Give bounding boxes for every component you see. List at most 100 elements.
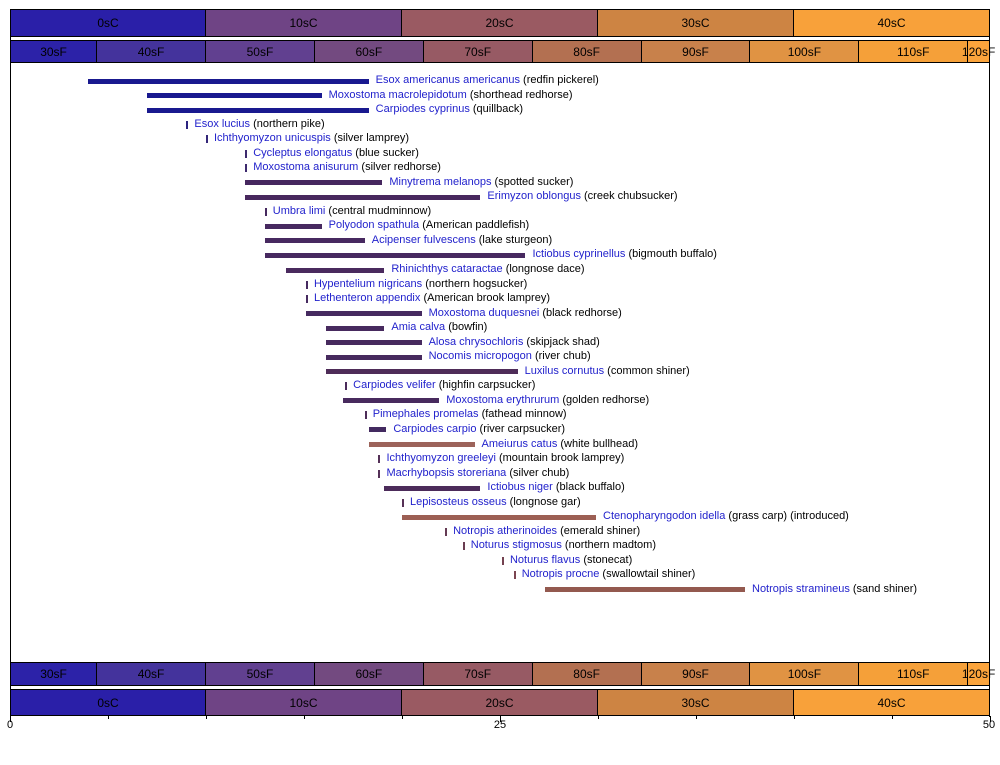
bottom-celsius-band-label: 0sC <box>97 695 119 710</box>
bottom-celsius-band-20sC: 20sC <box>401 689 598 716</box>
species-scientific-name: Esox americanus americanus <box>375 74 520 86</box>
species-label: Luxilus cornutus (common shiner) <box>525 365 690 378</box>
species-common-name: (northern hogsucker) <box>422 277 528 290</box>
bottom-celsius-band-0sC: 0sC <box>10 689 206 716</box>
temperature-point-marker <box>245 164 248 173</box>
species-label: Ctenopharyngodon idella (grass carp) (in… <box>603 510 849 523</box>
top-fahrenheit-band-label: 30sF <box>40 44 67 59</box>
temperature-point-marker <box>264 207 267 216</box>
top-celsius-band-label: 0sC <box>97 16 119 30</box>
species-label: Minytrema melanops (spotted sucker) <box>389 176 573 189</box>
top-fahrenheit-band-70sF: 70sF <box>422 40 533 63</box>
bottom-fahrenheit-band-label: 40sF <box>137 667 165 681</box>
bottom-fahrenheit-band-90sF: 90sF <box>640 662 751 686</box>
temperature-range-bar <box>343 398 440 404</box>
bottom-celsius-band-label: 20sC <box>485 695 514 710</box>
top-celsius-band-label: 40sC <box>877 16 906 30</box>
species-common-name: (black redhorse) <box>539 306 622 319</box>
bottom-celsius-band-40sC: 40sC <box>793 689 990 716</box>
species-label: Umbra limi (central mudminnow) <box>273 205 431 218</box>
top-fahrenheit-band-30sF: 30sF <box>10 40 98 63</box>
species-label: Pimephales promelas (fathead minnow) <box>373 408 567 421</box>
bottom-fahrenheit-band-50sF: 50sF <box>205 662 315 686</box>
species-scientific-name: Minytrema melanops <box>389 175 492 188</box>
species-label: Acipenser fulvescens (lake sturgeon) <box>372 234 552 247</box>
temperature-range-bar <box>147 93 322 99</box>
species-label: Moxostoma duquesnei (black redhorse) <box>429 307 622 320</box>
top-celsius-band-label: 30sC <box>681 16 710 30</box>
temperature-point-marker <box>364 411 367 420</box>
top-fahrenheit-band-90sF: 90sF <box>640 40 751 63</box>
top-fahrenheit-band-label: 110sF <box>897 44 930 59</box>
species-common-name: (river carpsucker) <box>476 422 566 435</box>
axis-major-tick <box>990 716 991 722</box>
species-common-name: (mountain brook lamprey) <box>495 452 625 465</box>
axis-minor-tick <box>794 716 795 719</box>
top-celsius-band-label: 20sC <box>485 16 514 30</box>
plot-left-border <box>10 9 11 717</box>
axis-minor-tick <box>696 716 697 719</box>
bottom-fahrenheit-band-100sF: 100sF <box>749 662 860 686</box>
species-common-name: (silver redhorse) <box>358 161 441 174</box>
species-label: Ictiobus niger (black buffalo) <box>487 481 624 494</box>
celsius-scale-bottom: 0sC 10sC 20sC 30sC 40sC <box>0 689 1000 716</box>
species-scientific-name: Ichthyomyzon greeleyi <box>386 452 496 465</box>
species-common-name: (silver chub) <box>506 466 570 479</box>
species-label: Notropis atherinoides (emerald shiner) <box>453 525 640 538</box>
top-celsius-band-10sC: 10sC <box>205 9 402 37</box>
bottom-celsius-band-label: 40sC <box>877 695 906 710</box>
species-common-name: (northern pike) <box>250 117 325 130</box>
temperature-range-bar <box>368 427 387 433</box>
bottom-fahrenheit-band-label: 110sF <box>897 667 930 681</box>
species-label: Esox americanus americanus (redfin picke… <box>376 74 599 87</box>
species-common-name: (redfin pickerel) <box>519 74 599 86</box>
species-scientific-name: Moxostoma anisurum <box>253 161 359 174</box>
top-fahrenheit-band-label: 90sF <box>682 44 709 59</box>
temperature-point-marker <box>378 455 381 464</box>
top-celsius-band-40sC: 40sC <box>793 9 990 37</box>
species-scientific-name: Moxostoma macrolepidotum <box>328 88 467 101</box>
species-label: Carpiodes velifer (highfin carpsucker) <box>353 379 535 392</box>
species-common-name: (black buffalo) <box>552 481 625 494</box>
fahrenheit-scale-top: 30sF 40sF 50sF 60sF 70sF 80sF 90sF 100sF 110sF 12… <box>0 40 1000 63</box>
species-common-name: (silver lamprey) <box>330 132 410 145</box>
bottom-fahrenheit-band-label: 120sF <box>961 667 996 681</box>
species-common-name: (emerald shiner) <box>557 524 641 537</box>
temperature-point-marker <box>305 280 308 289</box>
species-scientific-name: Ctenopharyngodon idella <box>603 510 726 523</box>
species-common-name: (skipjack shad) <box>523 335 600 348</box>
species-common-name: (swallowtail shiner) <box>599 568 696 581</box>
species-common-name: (highfin carpsucker) <box>435 379 536 392</box>
species-label: Alosa chrysochloris (skipjack shad) <box>429 336 600 349</box>
species-scientific-name: Ameiurus catus <box>481 437 558 450</box>
temperature-range-bar <box>88 78 369 84</box>
temperature-range-bar <box>245 194 481 200</box>
temperature-point-marker <box>402 498 404 507</box>
species-scientific-name: Lepisosteus osseus <box>410 495 507 508</box>
species-label: Amia calva (bowfin) <box>391 321 487 334</box>
species-label: Esox lucius (northern pike) <box>194 118 324 131</box>
species-scientific-name: Polyodon spathula <box>328 219 420 232</box>
species-common-name: (lake sturgeon) <box>475 233 553 246</box>
temperature-point-marker <box>186 120 189 129</box>
species-label: Noturus stigmosus (northern madtom) <box>471 539 656 552</box>
species-scientific-name: Nocomis micropogon <box>428 350 532 363</box>
species-common-name: (northern madtom) <box>561 539 656 552</box>
species-label: Noturus flavus (stonecat) <box>510 554 632 567</box>
species-scientific-name: Carpiodes cyprinus <box>375 103 470 116</box>
species-scientific-name: Notropis procne <box>521 568 600 581</box>
species-scientific-name: Acipenser fulvescens <box>371 233 476 246</box>
species-scientific-name: Ichthyomyzon unicuspis <box>214 132 331 145</box>
top-fahrenheit-band-120sF: 120sF <box>962 40 995 63</box>
temperature-point-marker <box>245 149 248 158</box>
top-fahrenheit-band-label: 70sF <box>464 44 492 59</box>
species-common-name: (American paddlefish) <box>419 219 530 232</box>
temperature-point-marker <box>206 135 208 144</box>
species-label: Erimyzon oblongus (creek chubsucker) <box>487 190 677 203</box>
axis-minor-tick <box>304 716 305 719</box>
top-fahrenheit-band-label: 60sF <box>355 44 383 59</box>
top-celsius-band-0sC: 0sC <box>10 9 206 37</box>
temperature-range-bar <box>264 252 526 258</box>
species-label: Macrhybopsis storeriana (silver chub) <box>386 467 569 480</box>
